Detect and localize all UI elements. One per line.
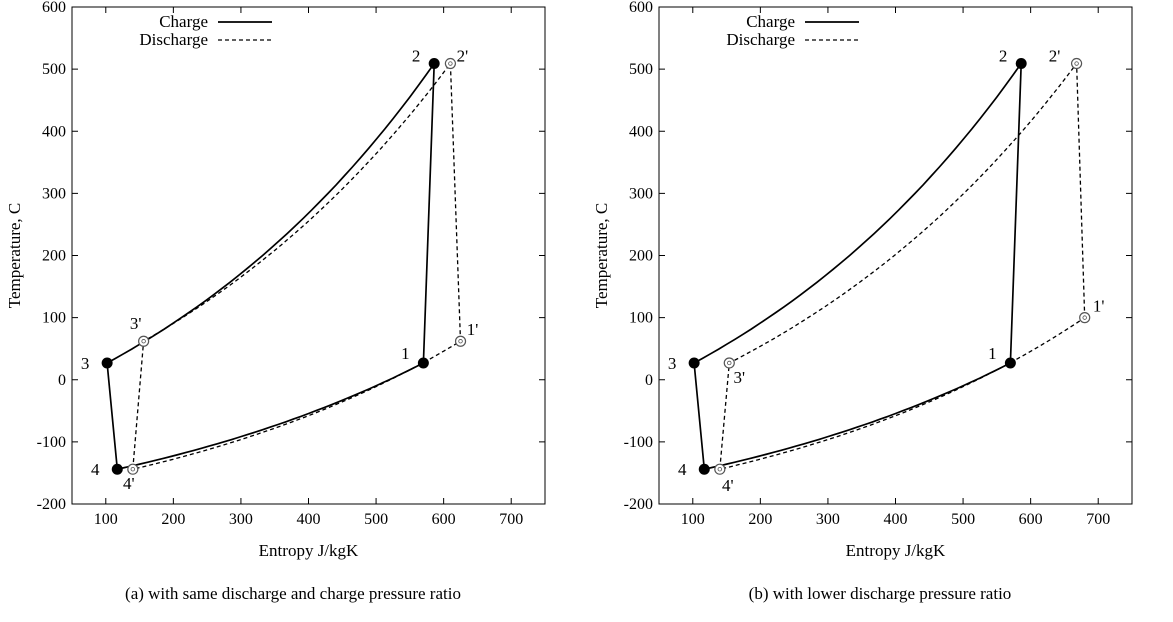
x-tick-label: 300: [816, 511, 840, 528]
x-tick-label: 600: [432, 511, 456, 528]
y-tick-label: 100: [42, 310, 66, 327]
discharge-point-marker: [138, 335, 150, 347]
point-label: 2: [999, 47, 1008, 66]
discharge-point-marker-inner: [717, 467, 723, 472]
legend-label: Charge: [746, 12, 795, 31]
x-tick-label: 500: [364, 511, 388, 528]
charge-point-marker: [1004, 357, 1016, 369]
discharge-point-marker-inner: [141, 339, 146, 344]
x-tick-label: 600: [1019, 511, 1043, 528]
charge-point-marker: [1015, 58, 1027, 70]
plot-frame: [71, 6, 546, 505]
y-axis-label: Temperature, C: [592, 203, 611, 309]
point-label: 1: [988, 344, 997, 363]
discharge-point-marker: [1079, 312, 1091, 324]
x-tick-label: 100: [94, 511, 118, 528]
charge-point-marker: [428, 58, 440, 70]
x-tick-label: 400: [884, 511, 908, 528]
y-tick-label: 300: [629, 185, 653, 202]
y-tick-label: 600: [629, 0, 653, 16]
charge-point-marker: [698, 463, 710, 475]
y-tick-label: -200: [37, 496, 66, 513]
point-label: 4': [722, 476, 734, 495]
legend-label: Discharge: [726, 30, 795, 49]
discharge-point-marker-inner: [727, 360, 732, 366]
x-tick-label: 200: [748, 511, 772, 528]
y-tick-label: -100: [624, 434, 653, 451]
charge-point-marker: [101, 357, 113, 369]
y-axis-label: Temperature, C: [5, 203, 24, 309]
point-label: 3': [733, 368, 745, 387]
point-label: 2: [412, 47, 421, 66]
x-tick-label: 100: [681, 511, 705, 528]
y-tick-label: -200: [624, 496, 653, 513]
point-label: 4': [123, 474, 135, 493]
chart-panel-a: 100 200 300 400 500 600 700 -200 -100 0 100 200 300 4…: [0, 0, 586, 622]
point-label: 3: [668, 354, 677, 373]
chart-b-caption: (b) with lower discharge pressure ratio: [748, 584, 1012, 603]
discharge-point-marker: [127, 463, 139, 475]
discharge-series-line: [132, 61, 462, 471]
x-tick-label: 700: [1086, 511, 1110, 528]
point-label: 4: [91, 460, 100, 479]
point-label: 2': [457, 47, 469, 66]
y-tick-label: 0: [645, 372, 653, 389]
y-tick-label: 600: [42, 0, 66, 16]
x-tick-label: 200: [161, 511, 185, 528]
point-label: 4: [678, 460, 687, 479]
y-tick-label: 200: [629, 248, 653, 265]
discharge-series-line: [719, 61, 1086, 471]
legend-label: Charge: [159, 12, 208, 31]
discharge-point-marker: [444, 57, 456, 70]
charge-point-marker: [417, 357, 429, 369]
chart-a-svg: 100 200 300 400 500 600 700 -200 -100 0 100 200 300 4…: [5, 0, 546, 560]
discharge-point-marker-inner: [1082, 315, 1087, 320]
discharge-point-marker-inner: [458, 339, 463, 344]
x-tick-label: 300: [229, 511, 253, 528]
discharge-point-marker: [723, 357, 735, 369]
x-axis-label: Entropy J/kgK: [846, 541, 946, 560]
point-label: 3: [81, 354, 90, 373]
chart-panel-b: 100 200 300 400 500 600 700 -200 -100 0 100 200 300 4…: [587, 0, 1173, 622]
discharge-point-marker-inner: [1074, 61, 1079, 66]
point-label: 2': [1049, 47, 1061, 66]
legend-label: Discharge: [139, 30, 208, 49]
y-tick-label: 0: [58, 372, 66, 389]
chart-b-svg: 100 200 300 400 500 600 700 -200 -100 0 100 200 300 4…: [592, 0, 1133, 560]
charge-series-line: [106, 60, 436, 471]
y-tick-label: 500: [42, 61, 66, 78]
y-tick-label: 200: [42, 248, 66, 265]
y-tick-label: 500: [629, 61, 653, 78]
x-tick-label: 500: [951, 511, 975, 528]
y-tick-label: 400: [629, 123, 653, 140]
charge-series-line: [693, 60, 1023, 471]
charge-point-marker: [111, 463, 123, 475]
y-tick-label: -100: [37, 434, 66, 451]
y-tick-label: 400: [42, 123, 66, 140]
x-tick-label: 700: [499, 511, 523, 528]
point-label: 1': [1093, 297, 1105, 316]
point-label: 1: [401, 344, 410, 363]
discharge-point-marker-inner: [130, 467, 136, 472]
chart-a-caption: (a) with same discharge and charge press…: [125, 584, 461, 603]
x-tick-label: 400: [297, 511, 321, 528]
charge-point-marker: [688, 357, 700, 369]
y-tick-label: 300: [42, 185, 66, 202]
discharge-point-marker: [454, 335, 467, 347]
discharge-point-marker: [1070, 57, 1083, 70]
point-label: 3': [130, 314, 142, 333]
y-tick-label: 100: [629, 310, 653, 327]
x-axis-label: Entropy J/kgK: [259, 541, 359, 560]
discharge-point-marker-inner: [448, 61, 453, 66]
point-label: 1': [467, 320, 479, 339]
discharge-point-marker: [714, 463, 726, 475]
plot-frame: [658, 6, 1133, 505]
